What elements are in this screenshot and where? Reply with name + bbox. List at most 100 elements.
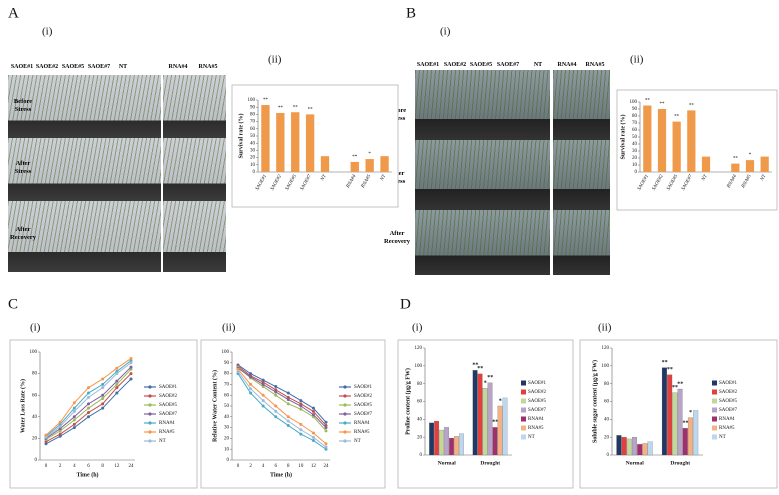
legend-swatch [521,416,526,422]
legend-swatch [343,421,347,425]
photo-row-label: After Recovery [384,230,410,245]
legend-label: SAOE#2 [354,394,373,399]
legend-swatch [148,421,152,425]
significance: ** [293,105,299,110]
y-tick-label: 90 [632,107,638,112]
photo-column-label: SAOE#5 [61,64,85,70]
point [115,369,119,373]
y-tick-label: 100 [222,350,230,355]
series-line [237,371,327,448]
photo-row [163,201,226,272]
point [274,409,278,413]
bar [459,433,464,456]
significance: ** [674,115,680,120]
point [261,380,265,384]
bar [643,105,652,172]
point [286,423,290,427]
legend-swatch [343,403,347,407]
photo-column-label: SAOE#2 [35,64,59,70]
x-axis-title: Time (h) [76,471,98,478]
point [101,402,105,406]
y-tick-label: 0 [607,453,610,458]
y-tick-label: 80 [250,113,256,118]
legend-label: SAOE#2 [159,394,178,399]
photo-row-label: After Stress [14,160,32,175]
point [101,382,105,386]
y-tick-label: 20 [32,437,38,442]
y-tick-label: 90 [250,105,256,110]
bar [276,112,285,172]
subpanel-label: (i) [440,26,451,38]
subpanel-label: (ii) [630,54,644,66]
point [299,399,303,403]
y-tick-label: 30 [250,149,256,154]
point [249,372,253,376]
y-tick-label: 10 [250,163,256,168]
significance: * [499,398,502,404]
y-tick-label: 0 [227,458,230,463]
legend-swatch [521,398,526,404]
photo-row [553,210,610,275]
bar [320,156,330,172]
photo-row [8,201,161,272]
y-tick-label: 60 [417,400,423,405]
point [249,387,253,391]
point [236,367,240,371]
x-tick-label: 4 [262,464,265,469]
y-tick-label: 40 [417,417,423,422]
y-tick-label: 20 [250,156,256,161]
point [87,410,90,414]
legend-swatch [343,439,347,443]
point [261,399,265,403]
y-tick-label: 90 [224,361,230,366]
legend-label: SAOE#5 [159,403,178,408]
legend-swatch [712,380,717,386]
bar [449,437,454,456]
bar [365,159,374,172]
panel-label: D [400,296,411,312]
x-tick-label: Drought [670,460,690,466]
x-tick-label: 2 [59,464,62,469]
photo-column-label: SAOE#7 [87,64,111,70]
legend-label: SAOE#2 [528,390,547,395]
bar [621,437,627,456]
x-tick-label: 24 [324,464,330,469]
legend-swatch [712,389,717,395]
bar [687,417,693,456]
point [101,396,105,400]
legend-label: RNA#4 [528,417,544,422]
y-tick-label: 10 [632,163,638,168]
y-tick-label: 70 [224,383,230,388]
photo [8,75,161,272]
legend-label: SAOE#7 [354,412,373,417]
significance: ** [492,420,498,426]
y-axis-title: Proline content (μg/g FW) [404,368,411,435]
legend-swatch [148,403,152,407]
legend-label: SAOE#5 [528,399,547,404]
point [72,409,76,413]
photo-column-label: SAOE#5 [469,62,493,68]
point [87,391,90,395]
photo-column-label: SAOE#7 [496,62,520,68]
point [324,442,328,446]
point [58,432,62,436]
legend-label: RNA#4 [719,417,735,422]
photo-row [8,138,161,202]
y-tick-label: 10 [224,447,230,452]
photo-column-label: RNA#4 [557,62,577,68]
point [58,427,62,431]
x-tick-label: 6 [87,464,90,469]
subpanel-label: (ii) [598,322,612,334]
x-tick-label: NT [759,173,767,183]
x-tick-label: NT [379,173,387,183]
bar [454,436,459,456]
significance: ** [689,104,695,109]
legend-swatch [712,416,717,422]
y-tick-label: 40 [224,415,230,420]
bar [350,161,359,172]
point [87,415,90,419]
x-tick-label: 12 [114,464,120,469]
point [72,422,76,426]
legend-swatch [148,385,152,389]
